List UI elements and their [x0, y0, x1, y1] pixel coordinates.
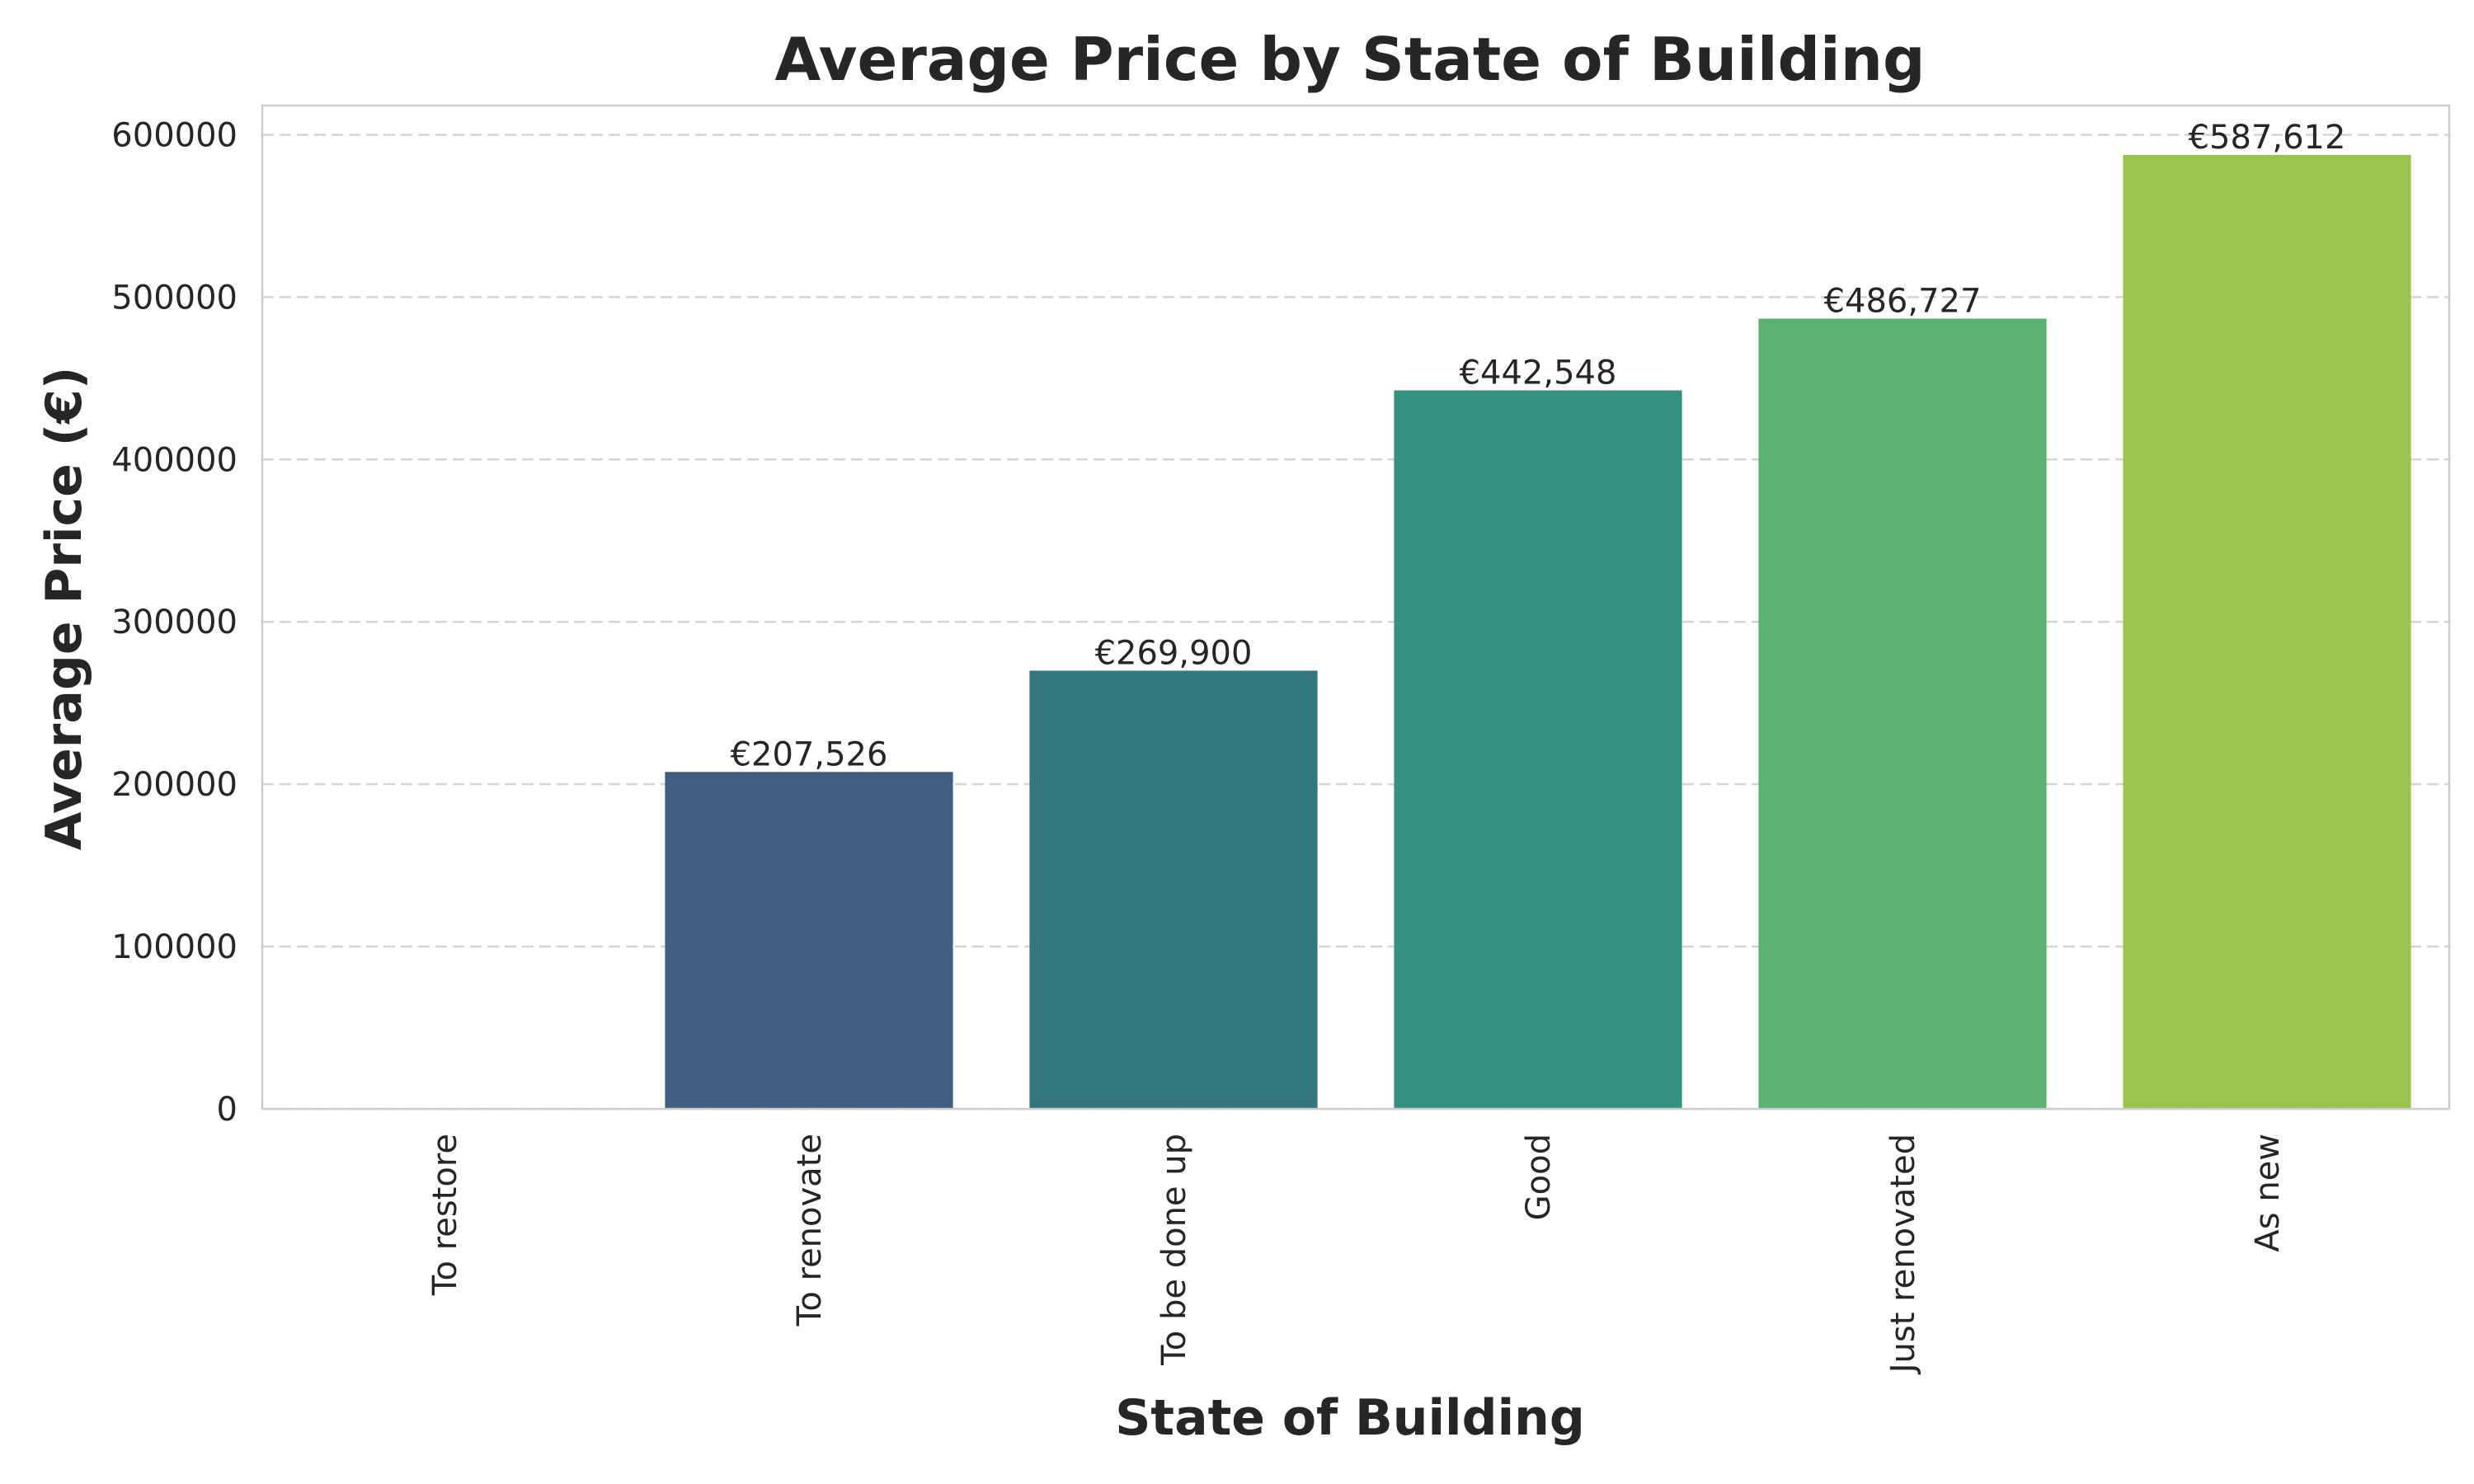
y-tick-label: 0 — [217, 1091, 238, 1129]
y-tick-label: 100000 — [111, 928, 238, 966]
chart-title: Average Price by State of Building — [774, 25, 1925, 94]
bar — [665, 772, 953, 1109]
bar — [1394, 390, 1682, 1109]
bar — [2123, 154, 2411, 1109]
x-tick-label: Just renovated — [1884, 1134, 1922, 1375]
y-tick-label: 300000 — [111, 603, 238, 641]
data-label: €486,727 — [1824, 283, 1982, 321]
y-tick-label: 600000 — [111, 116, 238, 154]
x-tick-label: As new — [2249, 1134, 2287, 1252]
data-label: €587,612 — [2189, 119, 2346, 157]
x-tick-labels: To restore To renovate To be done up Good Ju… — [426, 1134, 2287, 1375]
y-tick-label: 200000 — [111, 766, 238, 804]
data-labels: €207,526 €269,900 €442,548 €486,727 €587,612 — [731, 119, 2346, 773]
x-tick-label: To restore — [426, 1134, 464, 1296]
y-tick-label: 500000 — [111, 279, 238, 317]
x-axis-title: State of Building — [1115, 1389, 1585, 1447]
data-label: €207,526 — [731, 735, 888, 773]
grid-lines — [262, 134, 2449, 1111]
data-label: €442,548 — [1460, 355, 1617, 392]
bars — [665, 154, 2411, 1109]
y-axis-title: Average Price (€) — [35, 367, 93, 851]
bar — [1029, 670, 1318, 1109]
bar — [1758, 318, 2047, 1109]
data-label: €269,900 — [1095, 634, 1253, 672]
x-tick-label: To be done up — [1155, 1134, 1193, 1366]
x-tick-label: To renovate — [791, 1134, 829, 1327]
x-tick-label: Good — [1520, 1134, 1558, 1220]
y-tick-labels: 0 100000 200000 300000 400000 500000 600000 — [111, 116, 238, 1129]
y-tick-label: 400000 — [111, 441, 238, 479]
plot-frame — [261, 104, 2451, 1111]
